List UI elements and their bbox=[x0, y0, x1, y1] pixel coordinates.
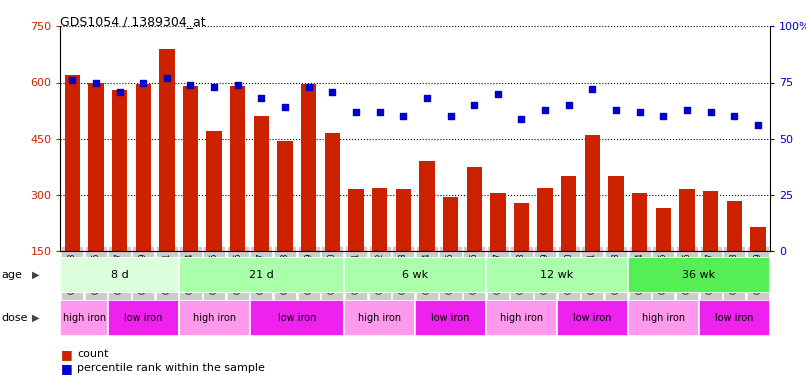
Bar bbox=[60, 300, 108, 336]
Bar bbox=[277, 141, 293, 308]
Point bbox=[326, 88, 339, 94]
Point bbox=[66, 77, 79, 83]
Point bbox=[444, 113, 457, 119]
Bar bbox=[325, 133, 340, 308]
Bar bbox=[112, 90, 127, 308]
Bar bbox=[609, 176, 624, 308]
Text: ■: ■ bbox=[61, 362, 73, 375]
Bar bbox=[179, 257, 344, 292]
Text: 8 d: 8 d bbox=[110, 270, 128, 280]
Point bbox=[609, 106, 622, 112]
Point bbox=[160, 75, 173, 81]
Point bbox=[373, 109, 386, 115]
Bar bbox=[108, 300, 179, 336]
Text: 12 wk: 12 wk bbox=[540, 270, 574, 280]
Point bbox=[89, 80, 102, 86]
Point bbox=[538, 106, 551, 112]
Point bbox=[634, 109, 646, 115]
Bar bbox=[348, 189, 364, 308]
Bar bbox=[632, 193, 647, 308]
Text: high iron: high iron bbox=[358, 313, 401, 323]
Bar bbox=[628, 300, 699, 336]
Text: 6 wk: 6 wk bbox=[402, 270, 428, 280]
Point bbox=[397, 113, 409, 119]
Point bbox=[137, 80, 150, 86]
Bar bbox=[230, 86, 246, 308]
Bar bbox=[396, 189, 411, 308]
Text: ▶: ▶ bbox=[32, 313, 39, 322]
Text: dose: dose bbox=[2, 313, 28, 322]
Text: low iron: low iron bbox=[573, 313, 612, 323]
Text: GDS1054 / 1389304_at: GDS1054 / 1389304_at bbox=[60, 15, 206, 28]
Bar bbox=[750, 227, 766, 308]
Bar bbox=[538, 188, 553, 308]
Bar bbox=[679, 189, 695, 308]
Point bbox=[467, 102, 480, 108]
Bar bbox=[557, 300, 628, 336]
Bar bbox=[250, 300, 344, 336]
Bar bbox=[183, 86, 198, 308]
Bar bbox=[254, 116, 269, 308]
Bar bbox=[372, 188, 388, 308]
Bar bbox=[490, 193, 505, 308]
Text: low iron: low iron bbox=[124, 313, 162, 323]
Point bbox=[751, 122, 764, 128]
Text: 21 d: 21 d bbox=[249, 270, 274, 280]
Point bbox=[563, 102, 575, 108]
Text: ▶: ▶ bbox=[32, 270, 39, 279]
Text: percentile rank within the sample: percentile rank within the sample bbox=[77, 363, 265, 373]
Bar bbox=[442, 197, 459, 308]
Text: age: age bbox=[2, 270, 23, 279]
Point bbox=[421, 95, 434, 101]
Text: high iron: high iron bbox=[642, 313, 685, 323]
Text: low iron: low iron bbox=[278, 313, 316, 323]
Bar bbox=[135, 84, 151, 308]
Point bbox=[255, 95, 268, 101]
Bar bbox=[179, 300, 250, 336]
Text: count: count bbox=[77, 350, 109, 359]
Point bbox=[704, 109, 717, 115]
Point bbox=[492, 91, 505, 97]
Bar bbox=[88, 82, 104, 308]
Point bbox=[586, 86, 599, 92]
Bar bbox=[467, 167, 482, 308]
Bar bbox=[561, 176, 576, 308]
Point bbox=[728, 113, 741, 119]
Point bbox=[302, 84, 315, 90]
Bar bbox=[699, 300, 770, 336]
Bar bbox=[486, 300, 557, 336]
Bar bbox=[513, 202, 530, 308]
Point bbox=[279, 104, 292, 110]
Bar bbox=[419, 161, 434, 308]
Bar bbox=[584, 135, 600, 308]
Text: ■: ■ bbox=[61, 348, 73, 361]
Text: 36 wk: 36 wk bbox=[682, 270, 716, 280]
Point bbox=[113, 88, 126, 94]
Text: high iron: high iron bbox=[193, 313, 235, 323]
Point bbox=[657, 113, 670, 119]
Text: low iron: low iron bbox=[715, 313, 754, 323]
Bar bbox=[703, 191, 718, 308]
Bar bbox=[415, 300, 486, 336]
Bar bbox=[64, 75, 80, 307]
Point bbox=[515, 116, 528, 122]
Bar bbox=[159, 49, 175, 308]
Bar bbox=[344, 257, 486, 292]
Point bbox=[680, 106, 693, 112]
Point bbox=[184, 82, 197, 88]
Bar bbox=[726, 201, 742, 308]
Bar bbox=[486, 257, 628, 292]
Bar bbox=[628, 257, 770, 292]
Text: high iron: high iron bbox=[63, 313, 106, 323]
Bar bbox=[655, 208, 671, 308]
Point bbox=[208, 84, 221, 90]
Bar bbox=[60, 257, 179, 292]
Text: low iron: low iron bbox=[431, 313, 470, 323]
Bar bbox=[301, 84, 317, 308]
Bar bbox=[206, 131, 222, 308]
Point bbox=[350, 109, 363, 115]
Bar bbox=[344, 300, 415, 336]
Text: high iron: high iron bbox=[500, 313, 543, 323]
Point bbox=[231, 82, 244, 88]
